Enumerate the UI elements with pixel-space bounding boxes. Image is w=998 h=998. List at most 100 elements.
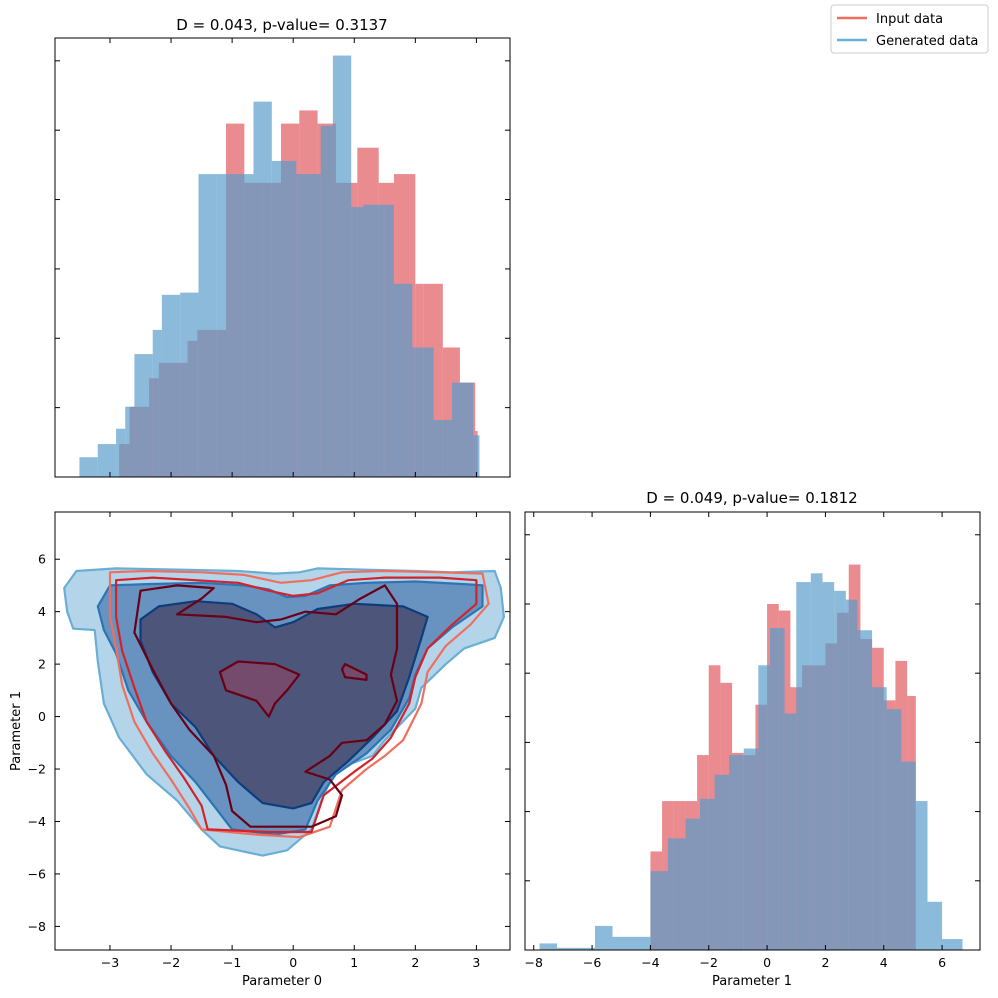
histogram-bars — [79, 55, 480, 478]
y-ticks — [525, 534, 980, 882]
histogram-bar — [116, 428, 126, 477]
histogram-bar — [810, 573, 823, 950]
plot-frame — [54, 511, 511, 951]
x-tick-label: −6 — [583, 955, 601, 970]
x-tick-label: −2 — [700, 955, 718, 970]
x-tick-label: 2 — [411, 955, 419, 970]
legend-label-input: Input data — [876, 12, 943, 27]
histogram-bar — [363, 204, 385, 477]
histogram-bar — [253, 101, 272, 477]
contour-levels — [63, 567, 505, 857]
x-axis-label: Parameter 0 — [242, 974, 322, 989]
histogram-bar — [872, 687, 887, 950]
histogram-bar — [630, 936, 651, 950]
legend-label-generated: Generated data — [876, 34, 978, 49]
plot-frame — [524, 511, 981, 951]
histogram-bar — [796, 582, 811, 950]
panel-bottom-right: −8 −6 −4 −2 0 2 4 6 D = 0.049, p-value= 0.1812 … — [524, 489, 981, 989]
histogram-bar — [539, 943, 558, 950]
legend: Input data Generated data — [830, 4, 989, 54]
x-tick-label: −2 — [162, 955, 180, 970]
y-tick-label: −4 — [28, 814, 46, 829]
x-tick-label: 3 — [472, 955, 480, 970]
histogram-bar — [901, 761, 916, 950]
panel-title: D = 0.049, p-value= 0.1812 — [646, 489, 857, 507]
histogram-bar — [729, 755, 744, 950]
histogram-bar — [180, 292, 199, 477]
histogram-bar — [784, 713, 797, 950]
x-ticks: −3 −2 −1 0 1 2 3 — [101, 512, 480, 970]
contour-level — [133, 584, 399, 828]
legend-frame — [830, 4, 989, 54]
x-axis-label: Parameter 1 — [712, 974, 792, 989]
histogram-bar — [351, 207, 364, 477]
y-tick-label: 0 — [38, 709, 46, 724]
x-tick-label: 2 — [821, 955, 829, 970]
x-tick-label: 0 — [763, 955, 771, 970]
histogram-bar — [97, 444, 117, 477]
histogram-bar — [384, 204, 394, 477]
contour-level — [139, 600, 429, 810]
y-tick-label: 2 — [38, 657, 46, 672]
y-axis-label: Parameter 1 — [9, 691, 24, 771]
x-tick-label: 0 — [289, 955, 297, 970]
histogram-bar — [473, 435, 480, 477]
histogram-bar — [574, 947, 595, 950]
panel-title: D = 0.043, p-value= 0.3137 — [176, 16, 387, 34]
histogram-bar — [700, 798, 715, 950]
y-ticks — [55, 60, 510, 409]
y-tick-label: 6 — [38, 552, 46, 567]
histogram-bar — [650, 871, 668, 950]
histogram-bar — [942, 939, 963, 950]
x-tick-label: −4 — [641, 955, 659, 970]
histogram-bar — [857, 630, 873, 950]
histogram-bar — [79, 457, 98, 477]
histogram-bar — [296, 174, 321, 477]
histogram-bar — [216, 174, 233, 477]
histogram-bar — [845, 599, 858, 950]
contour-level — [340, 662, 368, 682]
histogram-bar — [152, 329, 162, 477]
histogram-bar — [667, 838, 686, 950]
histogram-bar — [834, 590, 846, 950]
x-tick-label: 4 — [880, 955, 888, 970]
histogram-bar — [743, 748, 759, 950]
histogram-bar — [451, 382, 474, 477]
histogram-bar — [557, 947, 575, 950]
panel-bottom-left: −3 −2 −1 0 1 2 3 −8 −6 −4 −2 0 2 4 6 Parameter 0 Para… — [9, 511, 511, 989]
x-tick-label: 1 — [350, 955, 358, 970]
y-tick-label: −8 — [28, 919, 46, 934]
histogram-bar — [161, 294, 181, 477]
histogram-bar — [412, 347, 434, 477]
histogram-bars — [539, 564, 963, 950]
histogram-bar — [393, 283, 413, 477]
histogram-bar — [198, 174, 217, 477]
histogram-bar — [714, 774, 730, 950]
histogram-bar — [758, 665, 770, 950]
histogram-bar — [915, 801, 928, 950]
y-tick-label: −6 — [28, 866, 46, 881]
x-tick-label: −8 — [525, 955, 543, 970]
histogram-bar — [886, 709, 902, 950]
x-ticks: −8 −6 −4 −2 0 2 4 6 — [525, 512, 946, 970]
histogram-bar — [770, 628, 785, 950]
histogram-bar — [271, 160, 297, 478]
histogram-bar — [612, 936, 630, 950]
histogram-bar — [125, 406, 135, 477]
x-tick-label: −3 — [101, 955, 119, 970]
contour-level — [218, 660, 301, 718]
histogram-bar — [685, 818, 700, 950]
x-tick-label: −1 — [223, 955, 241, 970]
x-ticks — [109, 38, 477, 477]
histogram-bar — [433, 419, 452, 477]
y-ticks: −8 −6 −4 −2 0 2 4 6 — [28, 552, 510, 934]
histogram-bar — [332, 55, 352, 478]
histogram-bar — [595, 925, 613, 950]
x-tick-label: 6 — [938, 955, 946, 970]
histogram-bar — [927, 901, 943, 950]
panel-top-left: D = 0.043, p-value= 0.3137 — [54, 16, 511, 478]
contour-level — [114, 576, 478, 834]
contour-level — [108, 569, 490, 839]
y-tick-label: −2 — [28, 762, 46, 777]
